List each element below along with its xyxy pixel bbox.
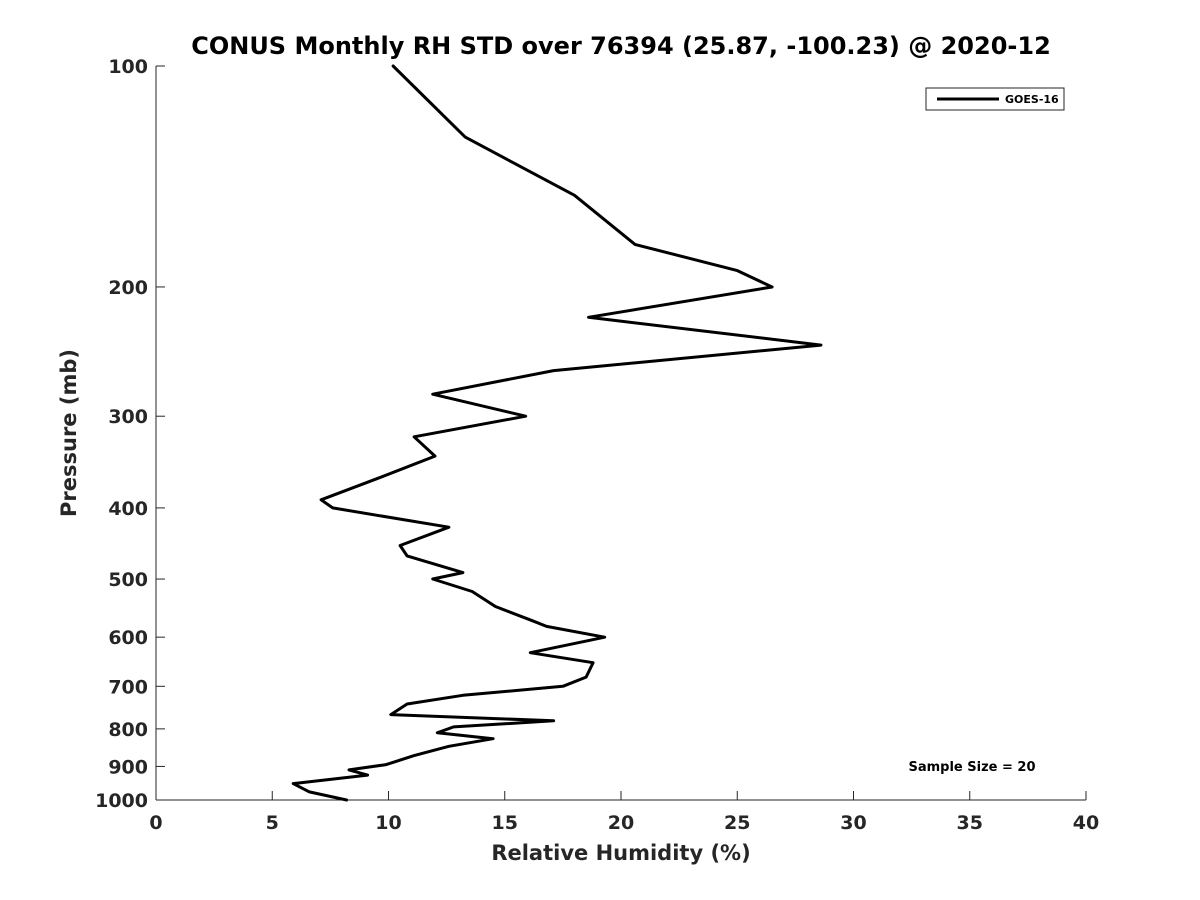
x-tick-label: 15 (492, 812, 518, 834)
y-tick-label: 600 (108, 627, 148, 649)
y-tick-label: 200 (108, 277, 148, 299)
series-group (291, 64, 823, 802)
sample-size-annotation: Sample Size = 20 (908, 760, 1035, 775)
series-line-goes-16 (291, 64, 823, 802)
y-tick-label: 800 (108, 719, 148, 741)
x-tick-label: 0 (149, 812, 162, 834)
y-axis-title: Pressure (mb) (57, 349, 81, 517)
plot-area (155, 66, 1086, 801)
y-tick-label: 400 (108, 498, 148, 520)
y-axis-ticks: 100 200 300 400 500 600 700 800 900 1000 (95, 56, 165, 812)
chart-title: CONUS Monthly RH STD over 76394 (25.87, … (191, 32, 1051, 60)
x-tick-label: 30 (840, 812, 866, 834)
legend-label-goes-16: GOES-16 (1005, 93, 1059, 106)
y-tick-label: 700 (108, 676, 148, 698)
y-tick-label: 900 (108, 756, 148, 778)
y-tick-label: 500 (108, 569, 148, 591)
y-tick-label: 1000 (95, 790, 148, 812)
x-axis-ticks: 0 5 10 15 20 25 30 35 40 (149, 791, 1099, 834)
x-tick-label: 40 (1073, 812, 1099, 834)
x-tick-label: 25 (724, 812, 750, 834)
x-tick-label: 5 (266, 812, 279, 834)
y-tick-label: 100 (108, 56, 148, 78)
x-tick-label: 35 (957, 812, 983, 834)
x-axis-title: Relative Humidity (%) (491, 841, 750, 865)
x-tick-label: 10 (375, 812, 401, 834)
x-tick-label: 20 (608, 812, 634, 834)
y-tick-label: 300 (108, 406, 148, 428)
legend: GOES-16 (925, 87, 1065, 111)
